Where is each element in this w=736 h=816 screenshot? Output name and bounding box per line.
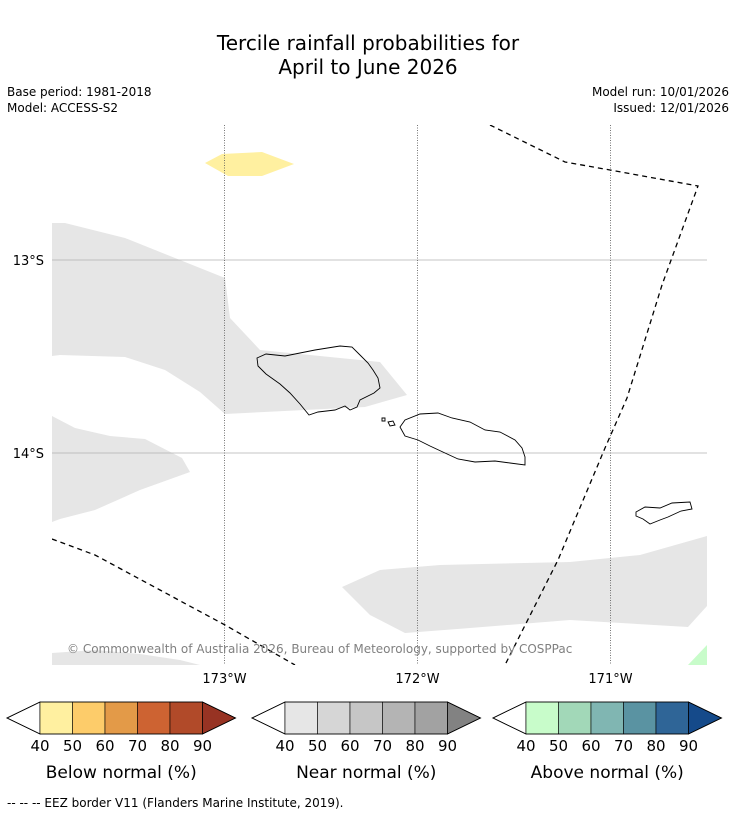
savaii-island (256, 345, 381, 416)
legend-0-title: Below normal (%) (46, 763, 197, 783)
legend-1-tick-4: 80 (405, 737, 424, 755)
meta-right: Model run: 10/01/2026 Issued: 12/01/2026 (592, 84, 729, 116)
near-normal-region-bottom (52, 650, 200, 665)
map-area (52, 125, 707, 665)
legend-2-tick-2: 60 (581, 737, 600, 755)
legend-2-tick-1: 50 (549, 737, 568, 755)
legend-1-frame (251, 701, 482, 735)
eez-border-west (52, 538, 296, 665)
title-line-1: Tercile rainfall probabilities for (216, 31, 520, 55)
legend-2-tick-5: 90 (679, 737, 698, 755)
legend-2-swatch-4 (655, 701, 689, 735)
legend-1-swatch-1 (317, 701, 351, 735)
eez-border-east (489, 125, 699, 665)
legend-0-swatch-2 (104, 701, 138, 735)
meta-left: Base period: 1981-2018 Model: ACCESS-S2 (7, 84, 152, 116)
legend-1-swatch-0 (284, 701, 318, 735)
legend-0-tick-3: 70 (128, 737, 147, 755)
legend-1-title: Near normal (%) (296, 763, 436, 783)
legend-0-swatch-4 (169, 701, 203, 735)
legend-2-frame (492, 701, 723, 735)
below-normal-region (205, 152, 294, 176)
legend-0-arrow-high (202, 701, 237, 735)
model-run: Model run: 10/01/2026 (591, 85, 729, 99)
legend-1-tick-0: 40 (275, 737, 294, 755)
near-normal-region-west (52, 223, 407, 414)
legend-1-tick-5: 90 (438, 737, 457, 755)
legends: 40 50 60 70 80 90 Below normal (%) 40 50 60 70 80 90… (6, 701, 723, 783)
legend-1-swatch-3 (382, 701, 416, 735)
upolu-island (399, 412, 526, 466)
legend-2-arrow-high (688, 701, 723, 735)
legend-2-tick-0: 40 (516, 737, 535, 755)
base-period: Base period: 1981-2018 (7, 85, 152, 99)
legend-1-swatch-4 (414, 701, 448, 735)
model-name: Model: ACCESS-S2 (7, 101, 119, 115)
copyright-notice: © Commonwealth of Australia 2026, Bureau… (67, 642, 572, 656)
legend-0-tick-1: 50 (63, 737, 82, 755)
title-line-2: April to June 2026 (278, 55, 458, 79)
legend-2-tick-4: 80 (646, 737, 665, 755)
lat-label-13s: 13°S (13, 254, 44, 269)
above-normal-region (688, 645, 707, 665)
legend-1-tick-2: 60 (340, 737, 359, 755)
lon-label-171w: 171°W (588, 672, 632, 687)
near-normal-region-south (342, 536, 707, 633)
legend-0-swatch-3 (137, 701, 171, 735)
manono-islet (387, 420, 396, 427)
legend-0-tick-4: 80 (160, 737, 179, 755)
legend-0-tick-2: 60 (95, 737, 114, 755)
legend-1-arrow-high (447, 701, 482, 735)
legend-0-swatch-1 (72, 701, 106, 735)
legend-2-swatch-2 (590, 701, 624, 735)
lat-label-14s: 14°S (13, 447, 44, 462)
tutuila-island (635, 501, 693, 525)
eez-footnote: -- -- -- EEZ border V11 (Flanders Marine… (7, 796, 344, 810)
legend-0-tick-0: 40 (30, 737, 49, 755)
legend-0-swatch-0 (39, 701, 73, 735)
near-normal-region-southwest (52, 416, 190, 522)
legend-0: 40 50 60 70 80 90 Below normal (%) (6, 701, 237, 783)
legend-2-arrow-low (492, 701, 527, 735)
legend-0-tick-5: 90 (193, 737, 212, 755)
lon-label-172w: 172°W (395, 672, 439, 687)
chart-title: Tercile rainfall probabilities for April… (0, 31, 736, 79)
legend-1-swatch-2 (349, 701, 383, 735)
apolima-islet (381, 417, 386, 422)
legend-2-tick-3: 70 (614, 737, 633, 755)
legend-2-title: Above normal (%) (531, 763, 684, 783)
legend-1-tick-1: 50 (308, 737, 327, 755)
lon-label-173w: 173°W (202, 672, 246, 687)
legend-1-tick-3: 70 (373, 737, 392, 755)
legend-0-arrow-low (6, 701, 41, 735)
legend-2-swatch-1 (558, 701, 592, 735)
legend-2: 40 50 60 70 80 90 Above normal (%) (492, 701, 723, 783)
legend-2-swatch-3 (623, 701, 657, 735)
legend-0-frame (6, 701, 237, 735)
legend-1-arrow-low (251, 701, 286, 735)
legend-2-swatch-0 (525, 701, 559, 735)
issued-date: Issued: 12/01/2026 (613, 101, 729, 115)
